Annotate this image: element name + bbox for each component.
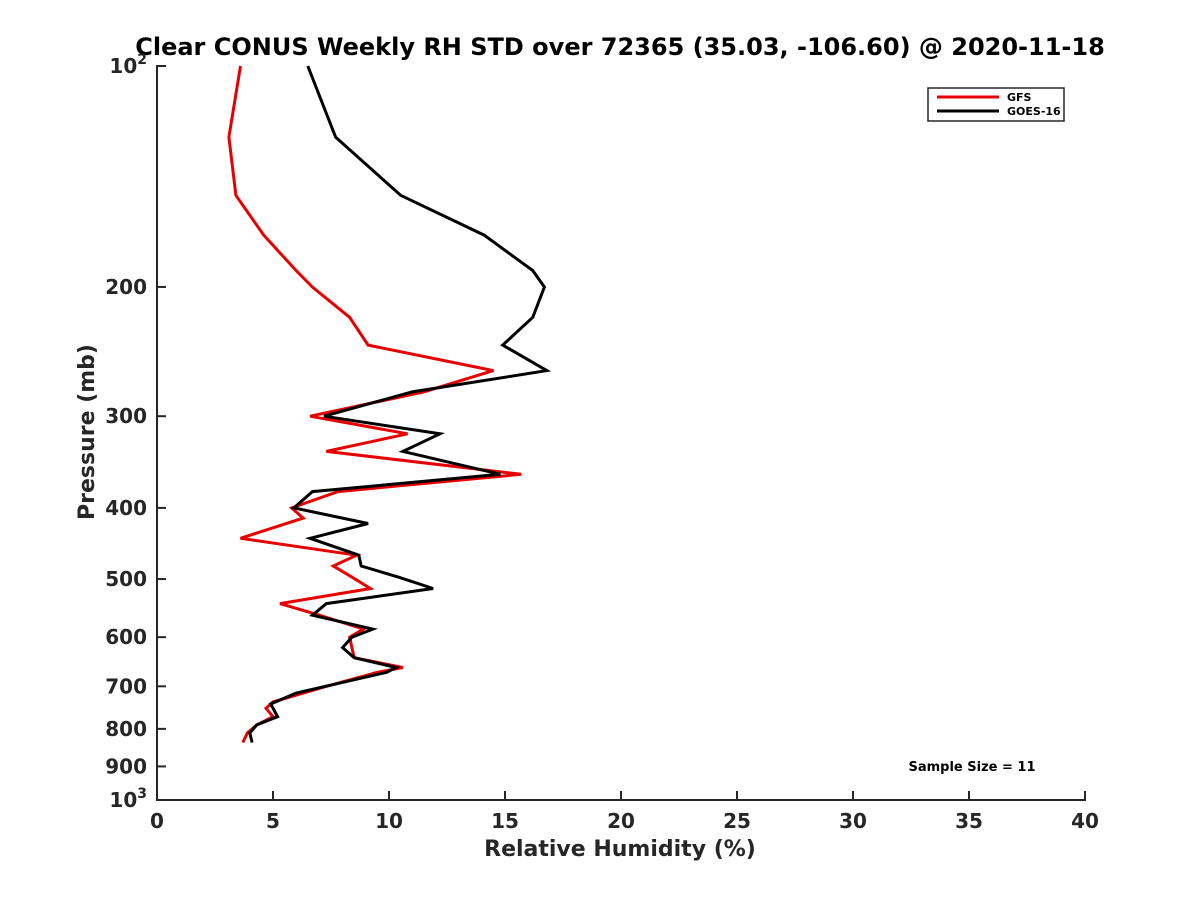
y-tick-label: 700 — [105, 674, 147, 698]
sample-size-annotation: Sample Size = 11 — [908, 760, 1035, 775]
chart-title: Clear CONUS Weekly RH STD over 72365 (35… — [135, 33, 1105, 61]
x-tick-label: 20 — [607, 809, 635, 833]
x-axis-title: Relative Humidity (%) — [484, 837, 756, 862]
y-tick-label: 500 — [105, 567, 147, 591]
y-tick-label: 102 — [109, 52, 147, 78]
series-line-goes-16 — [248, 65, 552, 743]
legend-label-goes-16: GOES-16 — [1007, 105, 1061, 118]
y-tick-label: 103 — [109, 786, 147, 812]
y-tick-label: 200 — [105, 275, 147, 299]
x-tick-label: 0 — [150, 809, 164, 833]
y-tick-label: 300 — [105, 404, 147, 428]
x-tick-label: 30 — [839, 809, 867, 833]
axes-layer: 0 5 10 15 20 25 30 35 40 102 200 300 400 500 600 700 800… — [105, 52, 1099, 833]
y-axis-title: Pressure (mb) — [75, 344, 100, 520]
x-tick-label: 5 — [266, 809, 280, 833]
y-tick-label: 400 — [105, 496, 147, 520]
legend-box — [927, 87, 1065, 122]
x-tick-label: 15 — [491, 809, 519, 833]
x-tick-label: 40 — [1071, 809, 1099, 833]
x-tick-label: 25 — [723, 809, 751, 833]
y-tick-label: 800 — [105, 717, 147, 741]
y-tick-label: 600 — [105, 625, 147, 649]
legend-label-gfs: GFS — [1007, 91, 1032, 104]
x-tick-label: 35 — [955, 809, 983, 833]
series-layer — [227, 65, 552, 744]
x-tick-label: 10 — [375, 809, 403, 833]
y-tick-label: 900 — [105, 754, 147, 778]
series-line-gfs — [227, 65, 522, 744]
